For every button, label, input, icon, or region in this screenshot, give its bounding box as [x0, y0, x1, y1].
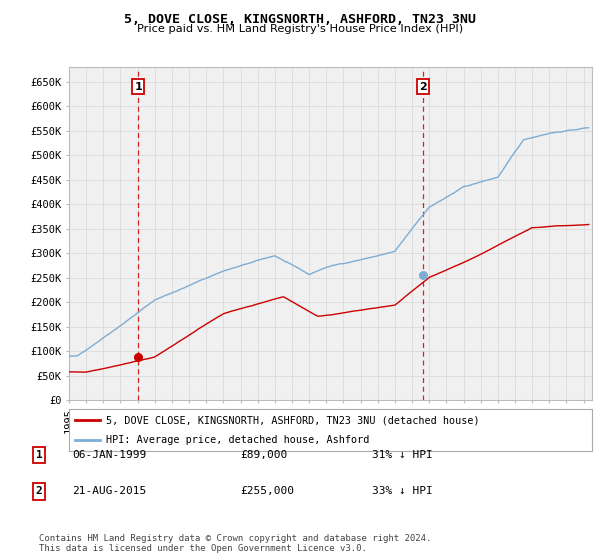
Text: 06-JAN-1999: 06-JAN-1999	[72, 450, 146, 460]
Text: 2: 2	[419, 82, 427, 92]
Text: 1: 1	[35, 450, 43, 460]
Text: £255,000: £255,000	[240, 487, 294, 496]
Text: £89,000: £89,000	[240, 450, 287, 460]
Text: 5, DOVE CLOSE, KINGSNORTH, ASHFORD, TN23 3NU (detached house): 5, DOVE CLOSE, KINGSNORTH, ASHFORD, TN23…	[106, 415, 479, 425]
Text: HPI: Average price, detached house, Ashford: HPI: Average price, detached house, Ashf…	[106, 435, 369, 445]
Text: 1: 1	[134, 82, 142, 92]
Text: 33% ↓ HPI: 33% ↓ HPI	[372, 487, 433, 496]
Text: 31% ↓ HPI: 31% ↓ HPI	[372, 450, 433, 460]
Text: 21-AUG-2015: 21-AUG-2015	[72, 487, 146, 496]
Text: 5, DOVE CLOSE, KINGSNORTH, ASHFORD, TN23 3NU: 5, DOVE CLOSE, KINGSNORTH, ASHFORD, TN23…	[124, 13, 476, 26]
Text: Price paid vs. HM Land Registry's House Price Index (HPI): Price paid vs. HM Land Registry's House …	[137, 24, 463, 34]
Text: 2: 2	[35, 487, 43, 496]
Text: Contains HM Land Registry data © Crown copyright and database right 2024.
This d: Contains HM Land Registry data © Crown c…	[39, 534, 431, 553]
